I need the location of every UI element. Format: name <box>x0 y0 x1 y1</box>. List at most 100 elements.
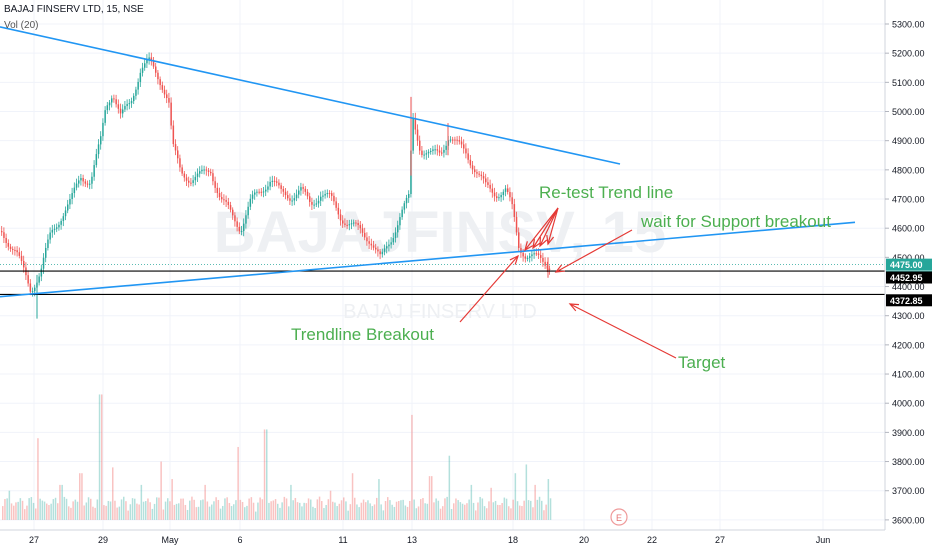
candle-body <box>69 199 71 205</box>
candle-body <box>190 182 192 184</box>
volume-bar <box>65 498 68 520</box>
volume-bar <box>30 497 33 520</box>
time-tick-label: 11 <box>338 535 347 545</box>
volume-bar <box>439 508 442 520</box>
volume-bar <box>2 506 4 520</box>
watermark-line2: BAJAJ FINSERV LTD <box>343 301 537 323</box>
candle-body <box>40 268 43 277</box>
candle-body <box>298 190 300 195</box>
candles <box>1 52 551 319</box>
price-tick-label: 4400.00 <box>892 282 925 292</box>
candle-body <box>203 169 205 171</box>
candle-body <box>309 196 311 202</box>
candle-body <box>251 194 254 199</box>
volume-bar <box>175 503 178 520</box>
retest-arrow-b-head <box>532 239 541 250</box>
candle-body <box>513 204 516 217</box>
volume-bar <box>492 502 495 520</box>
candle-body <box>353 222 355 224</box>
candle-body <box>502 191 505 196</box>
time-tick-label: 20 <box>579 535 589 545</box>
volume-bar <box>142 501 145 520</box>
candle-body <box>14 249 16 251</box>
volume-bar <box>376 497 378 520</box>
volume-bar <box>534 484 536 520</box>
candle-body <box>205 169 208 171</box>
price-tick-label: 3800.00 <box>892 457 925 467</box>
candle-body <box>441 152 443 154</box>
volume-bar <box>505 498 508 520</box>
time-axis[interactable]: 27 29 May 6 11 13 18 20 22 27 Jun <box>0 529 885 545</box>
volume-indicator-label[interactable]: Vol (20) <box>4 20 39 31</box>
volume-bar <box>369 503 371 520</box>
volume-bar <box>466 503 468 520</box>
trend-line-1[interactable] <box>0 26 621 165</box>
volume-bar <box>226 497 228 520</box>
volume-bar <box>81 473 83 520</box>
volume-bar <box>338 503 341 520</box>
earnings-badge-label: E <box>616 513 622 523</box>
candle-body <box>236 221 238 227</box>
candle-body <box>533 253 535 255</box>
candle-body <box>78 180 80 184</box>
support-arrow-head <box>554 264 566 273</box>
candle-body <box>291 200 293 202</box>
volume-bar <box>98 394 101 520</box>
candle-body <box>196 173 199 177</box>
candle-body <box>3 232 5 238</box>
price-tick-label: 4600.00 <box>892 224 925 234</box>
candle-body <box>357 223 359 226</box>
candle-body <box>247 206 249 216</box>
candle-body <box>515 216 518 233</box>
price-tick-label: 5200.00 <box>892 49 925 59</box>
candle-body <box>377 249 379 252</box>
volume-bar <box>118 506 121 520</box>
earnings-badge-circle[interactable] <box>610 508 628 526</box>
last-price-tag-bg <box>886 258 932 271</box>
volume-bar <box>288 506 290 520</box>
volume-bar <box>125 501 127 520</box>
volume-bar <box>301 506 303 520</box>
candle-body <box>368 241 370 244</box>
time-tick-label: 13 <box>407 535 417 545</box>
volume-bar <box>138 504 140 520</box>
retest-arrow-a-head <box>524 241 534 252</box>
candle-body <box>124 106 126 110</box>
volume-bar <box>259 497 261 520</box>
retest-arrow-c-head <box>539 236 548 248</box>
volume-bar <box>547 479 550 520</box>
candle-body <box>315 203 318 205</box>
volume-bar <box>215 497 217 520</box>
volume-bar <box>193 499 195 520</box>
volume-bar <box>94 507 96 520</box>
volume-bar <box>228 502 231 520</box>
candle-body <box>287 195 289 199</box>
time-tick-label: Jun <box>816 535 831 545</box>
candle-body <box>238 226 241 232</box>
volume-bar <box>329 490 332 520</box>
volume-bar <box>437 500 440 520</box>
time-tick-label: 27 <box>715 535 725 545</box>
volume-bar <box>197 506 200 520</box>
volume-bar <box>514 473 517 520</box>
volume-bar <box>202 499 204 520</box>
level-2-tag-bg <box>886 294 932 307</box>
trend-line-2[interactable] <box>0 221 856 298</box>
target-arrow-head <box>568 303 580 312</box>
candle-body <box>108 102 111 106</box>
candle-body <box>201 169 203 172</box>
volume-bar <box>402 499 404 520</box>
volume-bar <box>310 499 312 520</box>
volume-bar <box>426 503 429 520</box>
volume-bar <box>50 503 52 520</box>
candle-body <box>155 66 157 73</box>
candle-body <box>399 217 401 226</box>
candle-body <box>350 223 353 225</box>
volume-bar <box>180 498 182 520</box>
earnings-badge[interactable]: E <box>610 508 628 526</box>
candle-body <box>278 182 280 186</box>
candle-body <box>328 193 331 195</box>
candle-body <box>214 181 216 188</box>
volume-bar <box>497 504 499 520</box>
